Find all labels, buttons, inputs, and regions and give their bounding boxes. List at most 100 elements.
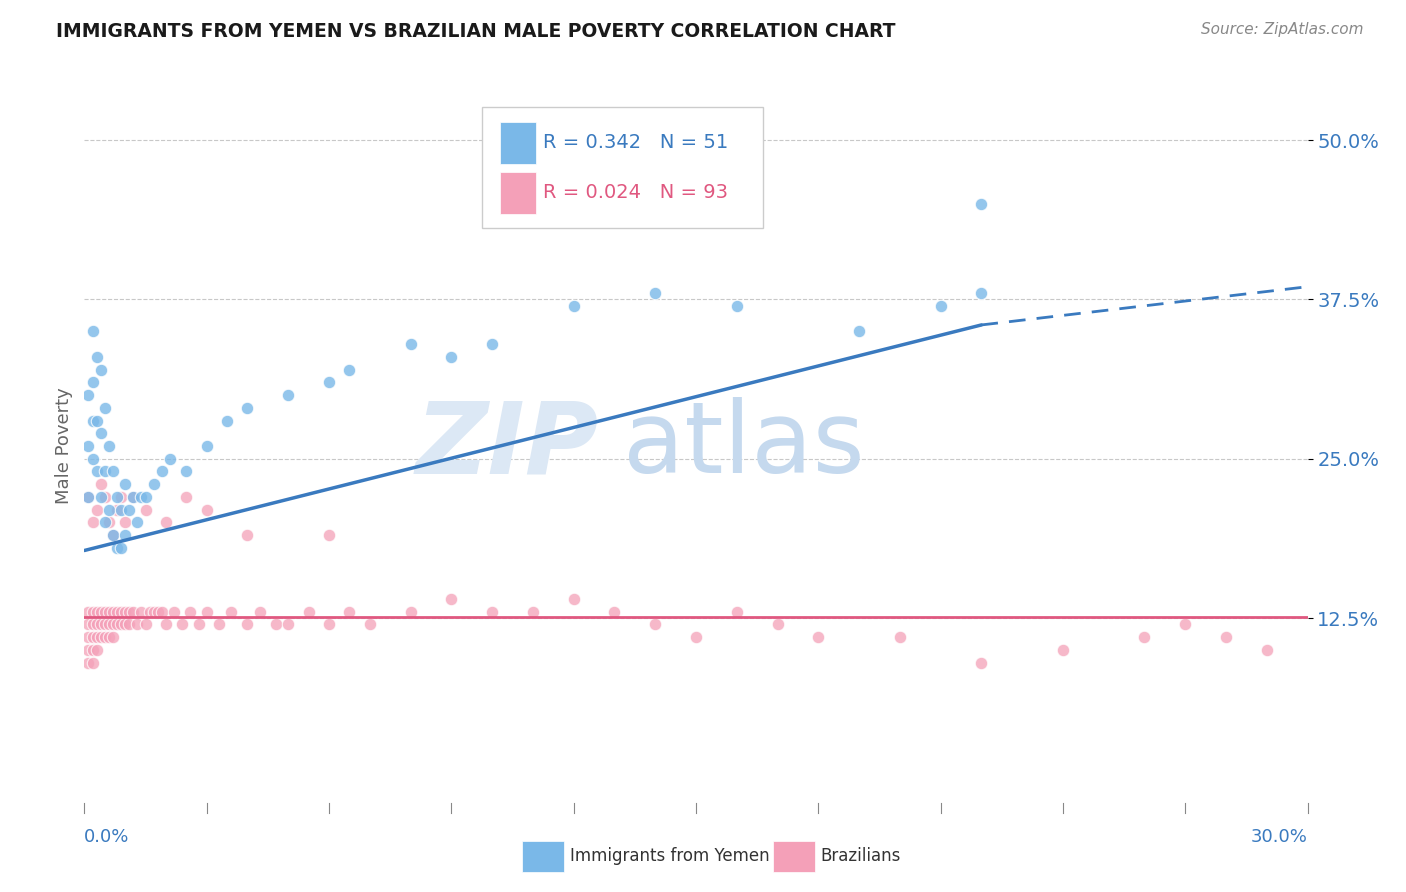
Point — [264, 617, 287, 632]
FancyBboxPatch shape — [501, 121, 536, 164]
Text: R = 0.024   N = 93: R = 0.024 N = 93 — [543, 183, 728, 202]
Point — [90, 605, 112, 619]
Point — [90, 477, 112, 491]
Point — [339, 605, 360, 619]
Point — [90, 426, 112, 441]
Point — [155, 617, 177, 632]
Point — [150, 605, 173, 619]
Point — [174, 465, 197, 479]
Point — [970, 656, 993, 670]
Point — [110, 502, 132, 516]
Text: 30.0%: 30.0% — [1251, 829, 1308, 847]
Point — [644, 286, 666, 301]
Text: Brazilians: Brazilians — [821, 847, 901, 865]
Point — [90, 490, 112, 504]
Point — [90, 630, 112, 644]
Point — [603, 605, 626, 619]
Point — [163, 605, 186, 619]
Point — [97, 605, 120, 619]
Point — [155, 516, 177, 530]
Point — [86, 605, 108, 619]
Point — [122, 490, 145, 504]
Text: ZIP: ZIP — [415, 398, 598, 494]
Point — [146, 605, 169, 619]
Point — [114, 477, 136, 491]
Point — [77, 643, 100, 657]
Point — [86, 465, 108, 479]
Point — [277, 617, 299, 632]
Point — [118, 502, 141, 516]
Point — [1215, 630, 1237, 644]
Point — [970, 286, 993, 301]
Point — [122, 490, 145, 504]
Point — [127, 617, 149, 632]
Point — [807, 630, 830, 644]
Point — [725, 299, 748, 313]
Text: IMMIGRANTS FROM YEMEN VS BRAZILIAN MALE POVERTY CORRELATION CHART: IMMIGRANTS FROM YEMEN VS BRAZILIAN MALE … — [56, 22, 896, 41]
Point — [562, 299, 585, 313]
Point — [195, 605, 218, 619]
Point — [97, 630, 120, 644]
Point — [114, 528, 136, 542]
Point — [93, 401, 115, 415]
Point — [142, 477, 165, 491]
Point — [127, 516, 149, 530]
Point — [105, 541, 128, 555]
Point — [97, 439, 120, 453]
Point — [101, 617, 124, 632]
Point — [131, 490, 153, 504]
Point — [77, 605, 100, 619]
Point — [339, 362, 360, 376]
Point — [93, 465, 115, 479]
Point — [172, 617, 194, 632]
Point — [105, 502, 128, 516]
Point — [298, 605, 321, 619]
Point — [1052, 643, 1074, 657]
Point — [77, 490, 100, 504]
Point — [110, 490, 132, 504]
Point — [929, 299, 952, 313]
Point — [399, 337, 422, 351]
Point — [122, 605, 145, 619]
Point — [101, 528, 124, 542]
Text: R = 0.342   N = 51: R = 0.342 N = 51 — [543, 133, 728, 153]
Point — [90, 362, 112, 376]
Point — [86, 413, 108, 427]
Point — [970, 197, 993, 211]
Point — [481, 337, 503, 351]
Point — [101, 605, 124, 619]
Point — [97, 516, 120, 530]
Point — [97, 502, 120, 516]
Point — [86, 350, 108, 364]
Point — [142, 605, 165, 619]
Point — [1174, 617, 1197, 632]
Point — [82, 630, 104, 644]
Point — [135, 490, 157, 504]
Point — [114, 516, 136, 530]
Point — [77, 630, 100, 644]
Point — [135, 502, 157, 516]
Point — [93, 617, 115, 632]
Point — [174, 490, 197, 504]
Point — [848, 324, 870, 338]
Text: atlas: atlas — [623, 398, 865, 494]
Point — [150, 465, 173, 479]
Text: Source: ZipAtlas.com: Source: ZipAtlas.com — [1201, 22, 1364, 37]
Point — [93, 516, 115, 530]
Point — [236, 528, 259, 542]
Point — [82, 376, 104, 390]
Point — [86, 502, 108, 516]
Point — [114, 617, 136, 632]
Point — [481, 605, 503, 619]
Point — [77, 388, 100, 402]
Point — [1256, 643, 1278, 657]
FancyBboxPatch shape — [501, 171, 536, 214]
Point — [82, 643, 104, 657]
Point — [249, 605, 271, 619]
Point — [77, 617, 100, 632]
Point — [179, 605, 201, 619]
Point — [195, 439, 218, 453]
Y-axis label: Male Poverty: Male Poverty — [55, 388, 73, 504]
Point — [110, 605, 132, 619]
FancyBboxPatch shape — [482, 107, 763, 228]
